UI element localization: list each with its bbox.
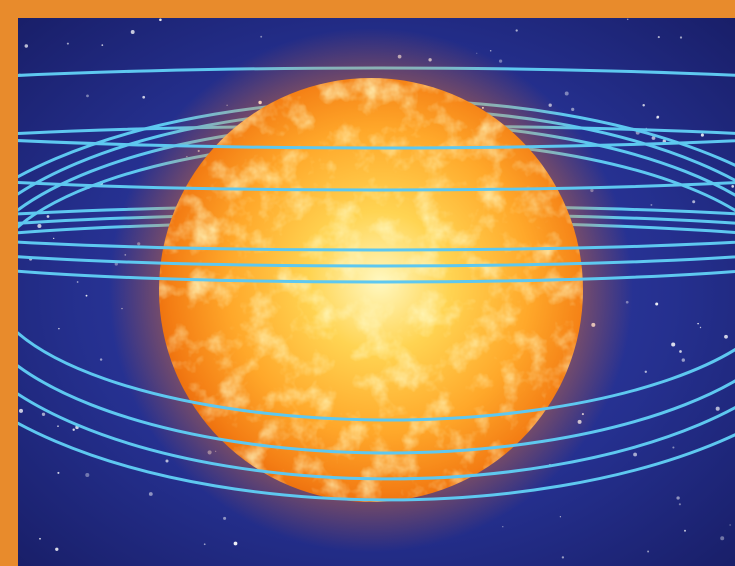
orbit-arc-front bbox=[18, 181, 735, 192]
star bbox=[729, 524, 731, 526]
star bbox=[724, 334, 728, 339]
star bbox=[203, 543, 206, 546]
star bbox=[85, 294, 88, 297]
star bbox=[142, 95, 146, 99]
orbit-arc-front bbox=[18, 392, 735, 481]
star bbox=[651, 136, 656, 140]
star bbox=[692, 200, 696, 204]
star bbox=[165, 459, 169, 463]
star bbox=[561, 556, 565, 559]
star bbox=[55, 547, 59, 551]
star bbox=[626, 18, 629, 21]
star bbox=[633, 452, 638, 457]
star bbox=[656, 115, 660, 119]
star bbox=[681, 358, 685, 362]
star bbox=[642, 104, 645, 107]
star bbox=[502, 526, 504, 528]
star bbox=[679, 36, 683, 39]
star bbox=[731, 185, 735, 188]
star bbox=[72, 428, 75, 431]
star bbox=[571, 107, 575, 111]
star bbox=[700, 133, 704, 137]
star bbox=[223, 516, 227, 520]
sun-illustration bbox=[18, 18, 735, 566]
star bbox=[644, 370, 647, 373]
star bbox=[715, 406, 720, 411]
orbit-arc-front bbox=[18, 139, 735, 150]
star bbox=[86, 94, 89, 98]
star bbox=[41, 412, 46, 416]
orbit-arc-front bbox=[18, 240, 735, 252]
star bbox=[159, 18, 162, 22]
star bbox=[672, 446, 675, 449]
star bbox=[37, 223, 42, 229]
star bbox=[699, 326, 702, 329]
star bbox=[260, 35, 263, 38]
orbit-arc-front bbox=[18, 421, 735, 502]
orbit-arc-front bbox=[18, 269, 735, 284]
star bbox=[148, 492, 153, 496]
star bbox=[676, 496, 680, 500]
orbit-arc-front bbox=[18, 331, 735, 422]
star bbox=[564, 91, 569, 96]
star bbox=[655, 302, 659, 306]
star bbox=[130, 30, 135, 34]
star bbox=[657, 36, 660, 39]
star bbox=[58, 327, 60, 330]
star bbox=[559, 516, 562, 518]
star bbox=[650, 203, 653, 206]
star bbox=[697, 322, 699, 325]
star bbox=[99, 358, 103, 361]
star bbox=[53, 237, 55, 240]
star bbox=[46, 215, 50, 218]
star bbox=[39, 537, 41, 540]
orbit-lines-front bbox=[18, 139, 735, 502]
star bbox=[57, 471, 60, 474]
star bbox=[66, 42, 69, 45]
star bbox=[57, 425, 59, 427]
star bbox=[489, 50, 492, 52]
star bbox=[684, 529, 686, 532]
star bbox=[678, 503, 681, 506]
star bbox=[76, 281, 79, 283]
star bbox=[24, 44, 29, 48]
star bbox=[671, 342, 676, 347]
star bbox=[662, 139, 667, 143]
star bbox=[85, 472, 90, 478]
space-scene bbox=[18, 18, 735, 566]
orbit-arc-front bbox=[18, 364, 735, 455]
star bbox=[647, 550, 650, 553]
star bbox=[720, 536, 725, 541]
star bbox=[19, 408, 23, 413]
star bbox=[679, 350, 682, 353]
orbit-arc-front bbox=[18, 255, 735, 268]
star bbox=[101, 44, 104, 46]
star bbox=[233, 541, 238, 546]
star bbox=[515, 29, 518, 32]
